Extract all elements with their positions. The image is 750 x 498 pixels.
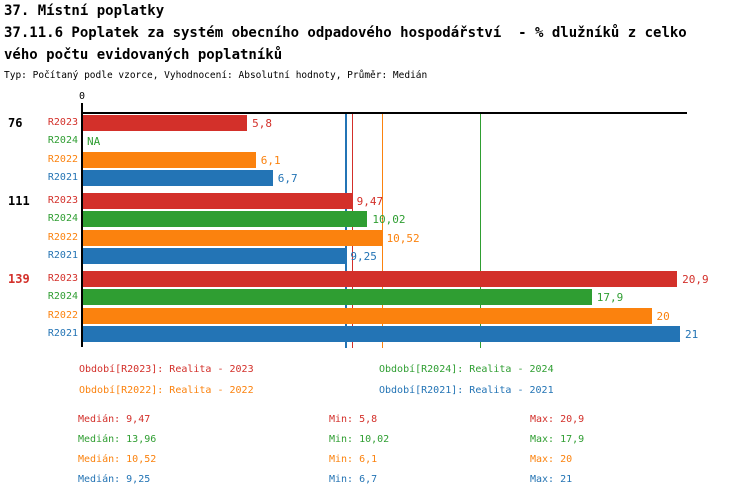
stat-max-R2023: Max: 20,9 [530,414,585,425]
report-section-title: 37. Místní poplatky [4,3,165,19]
bar-value-label: 5,8 [252,117,273,130]
x-axis-line [81,112,687,114]
bar [83,289,592,306]
stat-min-R2024: Min: 10,02 [329,434,390,445]
legend-item-R2021: Období[R2021]: Realita - 2021 [379,385,554,396]
series-row-label: R2023 [47,273,78,284]
bar-value-label: 10,52 [386,231,420,245]
series-row-label: R2024 [47,291,78,303]
stat-min-R2021: Min: 6,7 [329,474,378,485]
bar [83,325,680,342]
bar [83,211,368,228]
bar [83,115,248,131]
series-row-label: R2023 [47,117,78,128]
bar [83,271,678,287]
series-row-label: R2021 [47,327,78,339]
legend-item-R2023: Období[R2023]: Realita - 2023 [79,364,254,375]
bar [83,151,256,168]
bar-value-label: 20,9 [682,273,709,286]
series-row-label: R2021 [47,171,78,183]
bar-value-label: 21 [684,327,699,341]
missing-value-label: NA [87,135,101,149]
bar [83,247,346,264]
indicator-title-line2: vého počtu evidovaných poplatníků [4,47,283,63]
bar-value-label: 9,47 [356,195,384,208]
stat-median-R2022: Medián: 10,52 [78,454,157,465]
stat-min-R2023: Min: 5,8 [329,414,378,425]
bar-value-label: 10,02 [372,213,406,227]
bar [83,193,352,209]
bar [83,169,273,186]
bar-value-label: 17,9 [596,291,624,305]
stat-median-R2023: Medián: 9,47 [78,414,151,425]
stat-max-R2021: Max: 21 [530,474,573,485]
stat-min-R2022: Min: 6,1 [329,454,378,465]
bar [83,307,652,324]
stat-median-R2024: Medián: 13,96 [78,434,157,445]
median-line-R2022 [381,114,384,348]
indicator-meta: Typ: Počítaný podle vzorce, Vyhodnocení:… [4,70,428,81]
group-label: 139 [8,272,30,286]
series-row-label: R2024 [47,213,78,225]
indicator-title-line1: 37.11.6 Poplatek za systém obecního odpa… [4,25,687,41]
median-line-R2024 [479,114,482,348]
series-row-label: R2022 [47,231,78,243]
series-row-label: R2023 [47,195,78,206]
group-label: 76 [8,116,23,130]
x-axis-zero-label: 0 [78,91,86,102]
series-row-label: R2024 [47,135,78,147]
bar-value-label: 9,25 [350,249,377,263]
group-label: 111 [8,194,30,208]
bar-value-label: 6,1 [260,153,281,167]
bar-value-label: 20 [656,309,670,323]
legend-item-R2022: Období[R2022]: Realita - 2022 [79,385,254,396]
series-row-label: R2021 [47,249,78,261]
bar-value-label: 6,7 [277,171,298,185]
series-row-label: R2022 [47,153,78,165]
stat-max-R2022: Max: 20 [530,454,573,465]
legend-item-R2024: Období[R2024]: Realita - 2024 [379,364,554,375]
bar [83,229,382,246]
series-row-label: R2022 [47,309,78,321]
stat-median-R2021: Medián: 9,25 [78,474,151,485]
stat-max-R2024: Max: 17,9 [530,434,585,445]
y-axis-line [81,103,83,347]
